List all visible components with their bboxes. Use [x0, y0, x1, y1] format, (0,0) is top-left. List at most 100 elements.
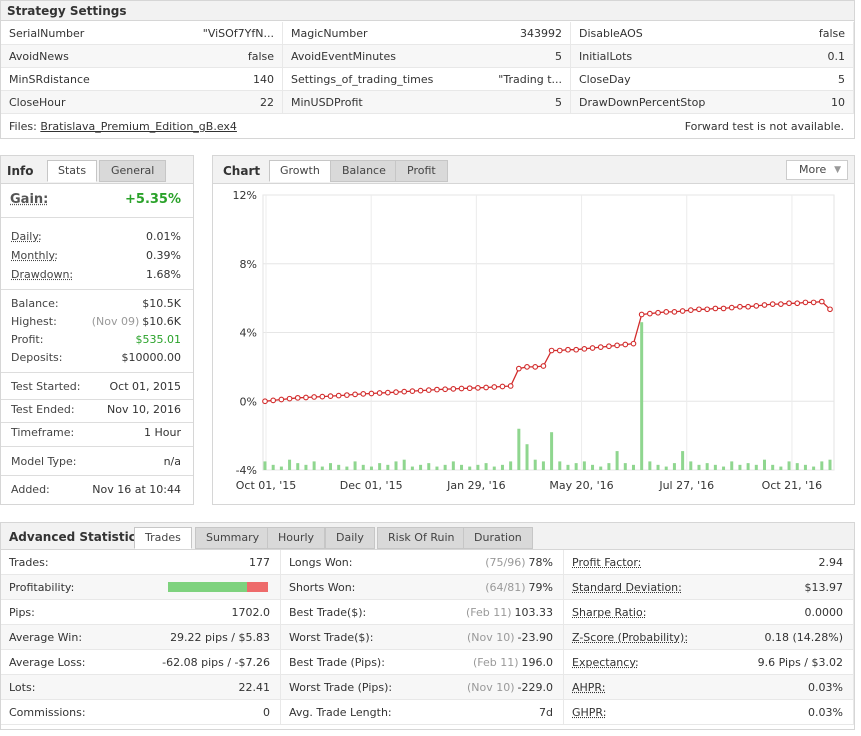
stat-value-wrap: 1702.0 — [232, 600, 271, 625]
daily-label: Daily: — [11, 230, 42, 243]
stat-label: Profit Factor: — [572, 556, 642, 569]
growth-point — [466, 385, 473, 392]
stat-value-wrap: 0.18 (14.28%) — [764, 625, 843, 650]
profit-row: Profit: $535.01 — [1, 331, 193, 349]
volume-bar — [828, 459, 832, 470]
stat-value-wrap: 29.22 pips / $5.83 — [170, 625, 270, 650]
stat-label: GHPR: — [572, 706, 607, 719]
growth-point — [270, 397, 277, 404]
setting-key: MinUSDProfit — [291, 96, 363, 109]
volume-bar — [623, 463, 627, 470]
stat-value-wrap: (Feb 11) 103.33 — [466, 600, 553, 625]
settings-row: MinSRdistance 140 Settings_of_trading_time… — [1, 68, 854, 91]
stat-value-wrap: (Nov 10) -23.90 — [467, 625, 553, 650]
volume-bar — [705, 463, 709, 470]
volume-bar — [345, 466, 349, 470]
tab-growth[interactable]: Growth — [269, 160, 331, 182]
monthly-row: Monthly: 0.39% — [1, 247, 193, 265]
growth-point — [303, 394, 309, 401]
volume-bar — [468, 466, 472, 470]
setting-key: MinSRdistance — [9, 73, 90, 86]
stat-note: (Feb 11) — [465, 606, 512, 619]
more-dropdown[interactable]: More ▼ — [786, 160, 848, 180]
volume-bar — [541, 461, 545, 470]
growth-point — [712, 305, 719, 312]
drawdown-value: 1.68% — [146, 268, 181, 281]
growth-point — [696, 306, 702, 313]
gain-row: Gain: +5.35% — [1, 184, 193, 218]
info-divider — [1, 446, 193, 447]
volume-bar — [484, 463, 488, 470]
stat-cell: GHPR: 0.03% — [564, 700, 854, 725]
growth-point — [294, 394, 301, 401]
volume-bar — [779, 466, 783, 470]
tab-daily[interactable]: Daily — [325, 527, 375, 549]
volume-bar — [386, 464, 390, 470]
tab-stats[interactable]: Stats — [47, 160, 98, 182]
tab-general[interactable]: General — [99, 160, 167, 182]
file-link[interactable]: Bratislava_Premium_Edition_gB.ex4 — [40, 120, 237, 133]
deposits-value: $10000.00 — [121, 351, 182, 364]
test-started-value: Oct 01, 2015 — [109, 380, 182, 393]
stat-cell: Average Win: 29.22 pips / $5.83 — [1, 625, 281, 650]
growth-point — [409, 388, 416, 394]
stat-note: (Feb 11) — [472, 656, 519, 669]
stat-label: Avg. Trade Length: — [289, 706, 392, 719]
setting-cell: AvoidEventMinutes 5 — [283, 45, 571, 68]
stat-value: 79% — [528, 581, 553, 594]
daily-row: Daily: 0.01% — [1, 228, 193, 246]
x-tick-label: May 20, '16 — [549, 479, 613, 492]
test-ended-row: Test Ended: Nov 10, 2016 — [1, 401, 193, 419]
volume-bar — [361, 464, 365, 470]
test-ended-label: Test Ended: — [11, 403, 75, 416]
tab-duration[interactable]: Duration — [463, 527, 533, 549]
stat-value: 29.22 pips / $5.83 — [170, 631, 270, 644]
stat-label: Trades: — [9, 556, 49, 569]
monthly-label: Monthly: — [11, 249, 58, 262]
stat-note: (75/96) — [485, 556, 526, 569]
tab-trades[interactable]: Trades — [134, 527, 192, 549]
setting-cell: CloseDay 5 — [571, 68, 854, 91]
volume-bar — [378, 463, 382, 470]
growth-point — [540, 363, 547, 369]
volume-bar — [419, 464, 423, 470]
volume-bar — [607, 463, 611, 470]
stat-value-wrap: (64/81) 79% — [485, 575, 553, 600]
growth-point — [548, 347, 555, 354]
info-title: Info — [7, 164, 34, 178]
tab-profit[interactable]: Profit — [395, 160, 448, 182]
growth-chart[interactable]: 12% 8% 4% 0% -4% Oct 01, '15 Dec 01, '15 Jan 29… — [213, 184, 854, 504]
volume-bar — [689, 461, 693, 470]
test-ended-value: Nov 10, 2016 — [107, 403, 181, 416]
setting-cell: InitialLots 0.1 — [571, 45, 854, 68]
growth-point — [352, 391, 358, 398]
volume-bar — [500, 464, 504, 470]
test-started-label: Test Started: — [11, 380, 81, 393]
volume-bar — [812, 466, 816, 470]
growth-point — [434, 386, 440, 393]
highest-row: Highest: (Nov 09) $10.6K — [1, 313, 193, 331]
setting-key: AvoidNews — [9, 50, 69, 63]
y-tick-label: 12% — [233, 189, 257, 202]
gain-label: Gain: — [10, 192, 49, 207]
tab-hourly[interactable]: Hourly — [267, 527, 326, 549]
setting-key: Settings_of_trading_times — [291, 73, 434, 86]
tab-balance[interactable]: Balance — [330, 160, 398, 182]
setting-key: DrawDownPercentStop — [579, 96, 706, 109]
stat-value-wrap: 0.03% — [808, 675, 843, 700]
volume-bar — [664, 466, 668, 470]
setting-value: 343992 — [520, 27, 562, 40]
balance-value: $10.5K — [142, 297, 181, 310]
x-tick-label: Jan 29, '16 — [446, 479, 505, 492]
growth-point — [753, 303, 760, 309]
growth-point — [794, 300, 801, 307]
setting-value: 140 — [253, 73, 274, 86]
stat-cell: Longs Won: (75/96) 78% — [281, 550, 564, 575]
setting-cell: MinUSDProfit 5 — [283, 91, 571, 114]
volume-bar — [762, 459, 766, 470]
volume-bar — [591, 464, 595, 470]
stat-value: 78% — [528, 556, 553, 569]
stat-label: Worst Trade($): — [289, 631, 374, 644]
tab-risk-of-ruin[interactable]: Risk Of Ruin — [377, 527, 466, 549]
tab-summary[interactable]: Summary — [195, 527, 271, 549]
